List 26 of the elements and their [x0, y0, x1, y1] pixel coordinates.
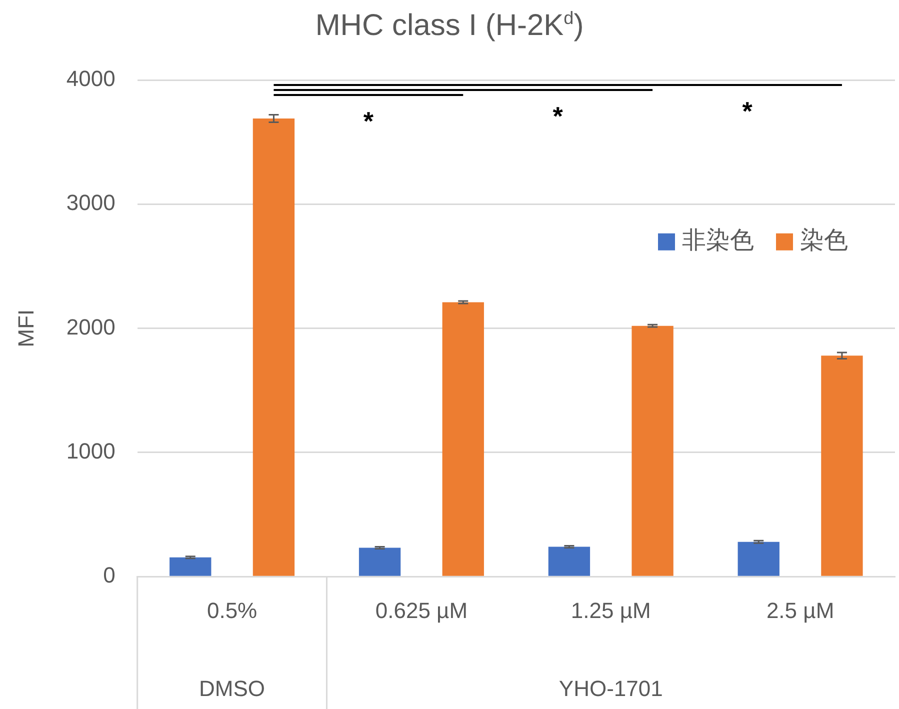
chart-title: MHC class I (H-2K$^{d}$) — [314, 8, 585, 43]
text: YHO-1701 — [558, 676, 663, 702]
y-tick-label: 1000 — [66, 438, 116, 464]
bar — [170, 557, 212, 576]
y-axis-title: MFI — [13, 309, 38, 348]
bar — [548, 546, 590, 576]
bar — [358, 548, 401, 576]
annotation: * — [742, 96, 754, 126]
legend-label: 染色 — [800, 227, 848, 254]
x-tick-label: 2.5 µM — [766, 598, 834, 623]
y-tick-label: 2000 — [66, 314, 116, 340]
annotation: * — [552, 101, 564, 131]
y-tick-label: 0 — [103, 562, 116, 588]
y-tick-label: 3000 — [66, 190, 116, 216]
y-tick-label: 4000 — [66, 66, 116, 92]
legend-label: 非染色 — [682, 227, 754, 254]
x-tick-label: 0.5% — [206, 598, 258, 623]
text: DMSO — [199, 676, 266, 702]
bar — [821, 356, 863, 576]
bar — [738, 542, 780, 576]
x-tick-label: 1.25 µM — [570, 598, 651, 623]
bar — [632, 326, 674, 576]
x-tick-label: 0.625 µM — [375, 598, 468, 623]
bar — [442, 302, 484, 576]
annotation: * — [363, 106, 374, 136]
bar — [252, 118, 295, 576]
